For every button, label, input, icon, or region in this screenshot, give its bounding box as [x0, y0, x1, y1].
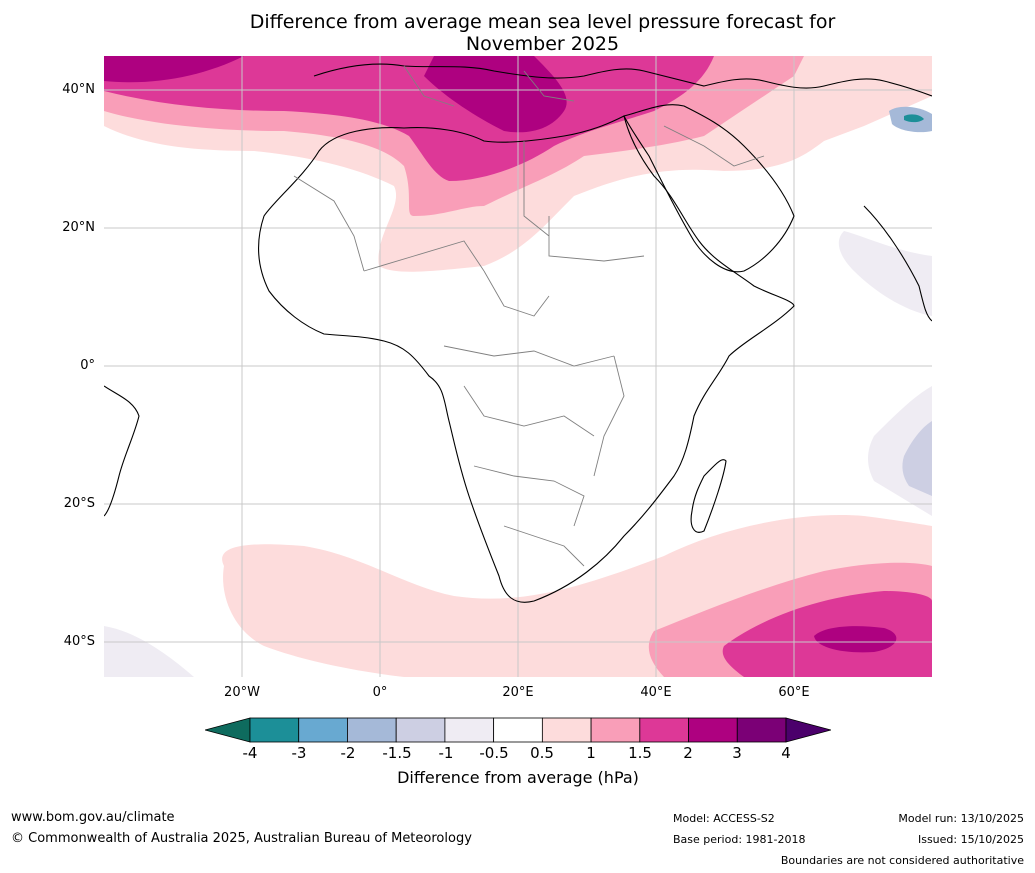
graticule — [104, 56, 932, 677]
footer-model: Model: ACCESS-S2 — [673, 812, 775, 825]
cb-tick-neg2: -2 — [340, 744, 356, 762]
contour-2-north-med — [424, 56, 567, 133]
cb-tick-0.5: 0.5 — [530, 744, 554, 762]
cb-tick-neg0.5: -0.5 — [479, 744, 509, 762]
contour-2-north — [104, 56, 244, 83]
lon-label-60e: 60°E — [778, 685, 810, 700]
south-america-coastline — [104, 385, 140, 517]
cb-tick-neg3: -3 — [291, 744, 307, 762]
boundary-mideast — [663, 125, 765, 167]
colorbar-segment — [347, 717, 397, 743]
boundary-libya-egypt — [523, 141, 550, 237]
colorbar — [205, 717, 831, 743]
contour-neg0.5-indian — [838, 231, 932, 316]
colorbar-segment — [395, 717, 446, 743]
coastlines — [104, 63, 932, 603]
map-panel — [104, 56, 932, 677]
boundary-sudan — [548, 216, 645, 262]
arabia-coastline — [623, 104, 795, 273]
boundary-chad — [483, 270, 550, 317]
lat-label-20s: 20°S — [63, 496, 95, 511]
cb-tick-1: 1 — [586, 744, 596, 762]
cb-tick-neg1: -1 — [438, 744, 454, 762]
colorbar-segment — [688, 717, 738, 743]
lat-label-40n: 40°N — [62, 82, 95, 97]
cb-tick-1.5: 1.5 — [628, 744, 652, 762]
colorbar-segment — [444, 717, 495, 743]
boundary-congo — [463, 385, 595, 437]
europe-coastline — [313, 63, 932, 97]
lat-label-40s: 40°S — [63, 634, 95, 649]
anomaly-contours-east — [838, 106, 932, 516]
boundary-east — [593, 355, 625, 477]
footer-model-run: Model run: 13/10/2025 — [898, 812, 1024, 825]
contour-neg1-se — [902, 421, 932, 496]
map-title-line1: Difference from average mean sea level p… — [249, 11, 836, 33]
footer-copyright: © Commonwealth of Australia 2025, Austra… — [11, 831, 472, 846]
footer-base-period: Base period: 1981-2018 — [673, 833, 806, 846]
contour-neg-asia-core — [904, 114, 924, 123]
boundary-mali-niger — [363, 240, 485, 272]
footer-url: www.bom.gov.au/climate — [11, 810, 175, 825]
lon-label-20w: 20°W — [224, 685, 260, 700]
colorbar-segment — [249, 717, 300, 743]
colorbar-segment — [541, 717, 592, 743]
boundary-europe-2 — [523, 70, 575, 102]
colorbar-segments — [205, 717, 831, 743]
lat-label-20n: 20°N — [62, 220, 95, 235]
lon-label-20e: 20°E — [502, 685, 534, 700]
footer-disclaimer: Boundaries are not considered authoritat… — [780, 854, 1024, 867]
cb-tick-3: 3 — [732, 744, 742, 762]
cb-tick-neg1.5: -1.5 — [382, 744, 412, 762]
cb-tick-4: 4 — [781, 744, 791, 762]
boundary-europe-1 — [403, 65, 455, 107]
colorbar-segment — [639, 717, 689, 743]
colorbar-segment — [736, 717, 787, 743]
lat-label-0: 0° — [80, 358, 95, 373]
contour-0.5-sw — [104, 626, 194, 677]
india-coastline — [863, 205, 932, 322]
cb-tick-neg4: -4 — [242, 744, 258, 762]
africa-coastline — [258, 115, 795, 603]
country-boundaries — [293, 65, 765, 567]
boundary-central — [443, 345, 615, 367]
colorbar-segment — [298, 717, 348, 743]
anomaly-contours-south — [104, 515, 932, 677]
colorbar-segment — [493, 717, 543, 743]
contour-2-south — [814, 626, 897, 653]
madagascar-coastline — [690, 459, 727, 533]
colorbar-label: Difference from average (hPa) — [397, 768, 639, 787]
colorbar-extend-low — [205, 717, 251, 743]
map-title-line2: November 2025 — [465, 33, 620, 55]
boundary-south — [473, 465, 585, 527]
colorbar-segment — [590, 717, 641, 743]
lon-label-40e: 40°E — [640, 685, 672, 700]
colorbar-extend-high — [785, 717, 831, 743]
footer-issued: Issued: 15/10/2025 — [917, 833, 1024, 846]
cb-tick-2: 2 — [683, 744, 693, 762]
boundary-southern — [503, 525, 585, 567]
contour-1.5-north — [104, 56, 714, 181]
lon-label-0: 0° — [372, 685, 388, 700]
boundary-sahara-west — [293, 175, 365, 272]
